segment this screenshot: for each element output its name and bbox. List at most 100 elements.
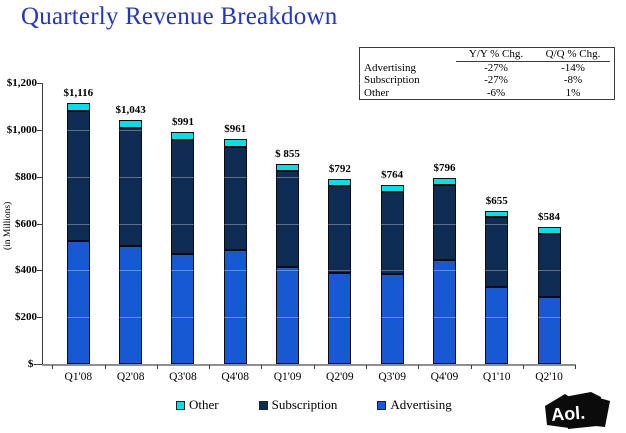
x-axis-tick — [366, 365, 367, 369]
bar-segment-subscription — [328, 185, 352, 273]
y-axis-tick — [37, 317, 42, 319]
x-axis-category-label: Q2'08 — [116, 371, 145, 383]
advertising-swatch — [377, 400, 387, 410]
bar-segment-advertising — [537, 297, 561, 364]
bar-segment-advertising — [66, 241, 90, 364]
x-axis-category-label: Q3'09 — [378, 371, 406, 383]
x-axis-tick — [313, 365, 315, 369]
gridline — [43, 270, 576, 272]
row-label-other: Other — [364, 86, 390, 99]
subscription-swatch — [258, 400, 268, 410]
bar-segment-advertising — [119, 245, 143, 364]
bar-segment-subscription — [537, 233, 561, 298]
bar-segment-subscription — [380, 192, 404, 275]
x-axis-tick — [52, 365, 54, 369]
x-axis-tick — [575, 365, 577, 369]
bar-segment-other — [276, 163, 300, 172]
legend-label-subscription: Subscription — [271, 397, 338, 412]
x-axis-tick — [522, 365, 524, 369]
bar-segment-advertising — [380, 274, 404, 364]
x-axis-tick — [104, 365, 106, 369]
bar-segment-other — [537, 227, 561, 234]
advertising-yy-value: -27% — [484, 61, 508, 74]
gridline — [43, 176, 576, 178]
bar-segment-other — [66, 102, 90, 112]
bar-segment-advertising — [328, 272, 352, 364]
advertising-qq-value: -14% — [561, 61, 585, 74]
bar-total-label: $1,043 — [115, 103, 146, 116]
x-axis-tick — [261, 365, 263, 369]
bar-total-label: $ 855 — [275, 147, 300, 160]
bar-segment-subscription — [432, 185, 456, 261]
x-axis-category-label: Q1'10 — [482, 371, 511, 383]
bar-segment-advertising — [276, 266, 300, 364]
bar-segment-advertising — [171, 254, 195, 364]
x-axis-tick — [209, 365, 211, 369]
y-axis-tick-label: $400 — [15, 264, 37, 277]
bar-segment-other — [380, 185, 404, 193]
y-axis-tick — [37, 270, 42, 272]
y-axis-tick-label: $1,000 — [6, 124, 37, 136]
change-summary-table: Y/Y % Chg. Q/Q % Chg. Advertising -27% -… — [359, 47, 615, 100]
legend-item-advertising: Advertising — [377, 397, 452, 413]
x-axis-category-label: Q4'09 — [430, 371, 459, 383]
legend-item-other: Other — [176, 397, 219, 413]
chart-legend: Other Subscription Advertising — [176, 397, 452, 413]
subscription-yy-value: -27% — [484, 74, 508, 86]
bar-total-label: $584 — [538, 211, 561, 224]
bar-segment-other — [485, 210, 509, 218]
x-axis-tick — [418, 365, 420, 369]
y-axis-tick-label: $1,200 — [6, 77, 37, 90]
col-header-qq: Q/Q % Chg. — [536, 48, 610, 62]
bar-segment-advertising — [432, 260, 456, 364]
y-axis-tick — [37, 130, 42, 131]
x-axis-tick — [156, 365, 158, 369]
y-axis-tick — [37, 83, 42, 85]
bar-segment-advertising — [485, 286, 509, 364]
y-axis-tick-label: $600 — [15, 217, 37, 230]
x-axis-category-label: Q1'08 — [64, 371, 93, 383]
y-axis-tick — [37, 364, 42, 365]
bar-segment-other — [119, 119, 143, 129]
x-axis-category-label: Q2'09 — [326, 371, 354, 383]
bar-total-label: $764 — [381, 169, 404, 182]
bar-total-label: $655 — [485, 194, 508, 207]
col-header-yy: Y/Y % Chg. — [456, 48, 536, 62]
x-axis-category-label: Q2'10 — [535, 371, 563, 383]
y-axis-tick-label: $200 — [15, 311, 37, 324]
x-axis-category-label: Q3'08 — [169, 371, 197, 383]
y-axis-tick-label: $- — [27, 358, 37, 370]
x-axis-category-label: Q1'09 — [273, 371, 302, 383]
bar-total-label: $792 — [328, 162, 351, 175]
bar-segment-subscription — [485, 217, 509, 287]
bar-segment-other — [223, 139, 247, 148]
bar-total-label: $796 — [433, 161, 456, 174]
gridline — [43, 223, 576, 225]
y-axis-tick — [37, 176, 42, 178]
x-axis-line — [42, 364, 576, 366]
bar-segment-other — [432, 177, 456, 186]
legend-item-subscription: Subscription — [258, 397, 338, 413]
bar-segment-other — [171, 132, 195, 141]
bar-total-label: $991 — [171, 116, 194, 129]
page-title: Quarterly Revenue Breakdown — [21, 3, 338, 30]
subscription-qq-value: -8% — [563, 74, 583, 86]
legend-label-other: Other — [189, 397, 219, 412]
bar-segment-subscription — [171, 140, 195, 254]
y-axis-line — [42, 83, 43, 364]
bar-segment-subscription — [119, 128, 143, 246]
bar-segment-other — [328, 178, 352, 186]
bar-segment-subscription — [66, 111, 90, 242]
x-axis-category-label: Q4'08 — [221, 371, 250, 383]
bar-segment-subscription — [223, 147, 247, 251]
bar-segment-advertising — [223, 250, 247, 364]
gridline — [43, 130, 576, 131]
aol-logo: Aol. — [545, 392, 610, 429]
gridline — [43, 317, 576, 319]
other-yy-value: -6% — [486, 86, 506, 99]
gridline — [43, 83, 576, 85]
y-axis-tick-label: $800 — [15, 170, 37, 183]
bar-segment-subscription — [276, 171, 300, 267]
